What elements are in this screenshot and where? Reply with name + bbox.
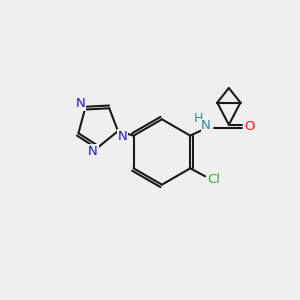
- Text: H: H: [194, 112, 203, 125]
- Text: O: O: [244, 120, 255, 133]
- Text: N: N: [88, 145, 98, 158]
- Text: N: N: [76, 97, 86, 110]
- Text: Cl: Cl: [208, 173, 220, 186]
- Text: N: N: [118, 130, 128, 142]
- Text: N: N: [201, 119, 211, 132]
